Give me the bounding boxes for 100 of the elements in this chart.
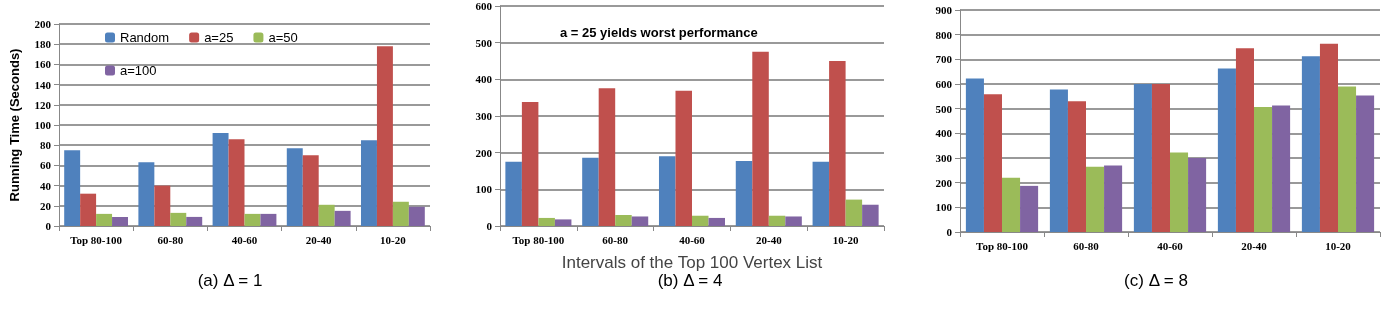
bar (260, 213, 277, 226)
y-tick-label: 20 (40, 199, 52, 212)
bar (1188, 158, 1207, 232)
bar (582, 157, 599, 226)
x-tick-label: 40-60 (231, 233, 258, 246)
y-tick-label: 400 (935, 127, 953, 140)
text: (b) Δ = 4 (657, 271, 723, 290)
text: (c) Δ = 8 (1124, 271, 1188, 290)
y-tick-label: 300 (935, 152, 953, 164)
y-tick-label: 200 (475, 146, 493, 159)
y-tick-label: 0 (45, 220, 52, 232)
annotation: a = 25 yields worst performance (560, 25, 758, 40)
bar (862, 204, 879, 226)
x-tick-label: 10-20 (832, 233, 859, 246)
y-tick-label: 140 (34, 78, 52, 91)
x-tick-label: 60-80 (157, 233, 184, 246)
y-tick-label: 900 (935, 4, 953, 16)
y-axis-title: Running Time (Seconds) (7, 48, 22, 202)
y-tick-label: 300 (475, 110, 493, 122)
bar (1301, 56, 1320, 232)
bar (1356, 95, 1375, 232)
x-tick-label: 20-40 (305, 233, 333, 246)
bar (1254, 106, 1273, 232)
bar (1049, 89, 1068, 232)
bar (983, 94, 1002, 232)
bar (692, 215, 709, 226)
legend-label: a=50 (268, 30, 298, 45)
bar (631, 216, 649, 226)
legend-label: a=25 (204, 30, 234, 45)
bar (1170, 152, 1189, 232)
bar (708, 217, 726, 226)
x-tick-label: Top 80-100 (512, 233, 565, 246)
bar (244, 213, 261, 226)
bar (1319, 43, 1338, 232)
y-tick-label: 200 (935, 176, 953, 189)
y-tick-label: 0 (946, 226, 953, 238)
y-tick-label: 80 (40, 139, 52, 152)
y-tick-label: 120 (34, 98, 52, 111)
bar (170, 212, 187, 226)
bar (1272, 105, 1291, 232)
x-tick-label: 40-60 (679, 233, 706, 246)
bar (392, 201, 409, 226)
bar (1133, 84, 1152, 232)
bar (1067, 101, 1086, 232)
bar (318, 204, 335, 226)
bar (521, 102, 539, 226)
x-tick-label: Top 80-100 (70, 233, 123, 246)
bar (212, 133, 229, 226)
bar (752, 51, 769, 226)
bar (598, 88, 616, 226)
y-tick-label: 180 (34, 38, 52, 51)
bar (615, 215, 632, 226)
y-tick-label: 600 (475, 0, 493, 12)
bar (1151, 84, 1170, 232)
bar (554, 219, 572, 226)
y-tick-label: 500 (475, 36, 493, 49)
x-tick-label: 10-20 (1325, 239, 1352, 252)
y-tick-label: 160 (34, 58, 52, 71)
x-tick-label: 60-80 (602, 233, 629, 246)
bar (360, 140, 377, 226)
bar (1235, 48, 1254, 232)
bar (376, 46, 393, 226)
bar (675, 90, 692, 226)
bar (138, 162, 155, 226)
x-tick-label: Top 80-100 (976, 239, 1029, 252)
bar (768, 215, 786, 226)
bar (812, 161, 830, 226)
x-tick-label: 10-20 (380, 233, 407, 246)
bar (80, 193, 97, 226)
bar (408, 206, 425, 226)
y-tick-label: 400 (475, 73, 493, 86)
bar (64, 150, 81, 226)
y-tick-label: 60 (40, 159, 52, 172)
y-tick-label: 100 (34, 119, 52, 131)
bar (286, 148, 303, 226)
bar (302, 155, 319, 226)
y-tick-label: 500 (935, 102, 953, 115)
bar (658, 156, 676, 226)
bar (1338, 86, 1357, 232)
bar (505, 161, 522, 226)
x-tick-label: 40-60 (1157, 239, 1184, 252)
x-tick-label: 60-80 (1073, 239, 1100, 252)
bar (845, 199, 863, 226)
bar (735, 161, 753, 226)
x-tick-label: 20-40 (1241, 239, 1268, 252)
bar (1104, 165, 1123, 232)
bar (965, 78, 984, 232)
bar (829, 61, 846, 226)
bar (186, 216, 203, 226)
y-tick-label: 700 (935, 53, 953, 66)
legend-label: a=100 (120, 63, 157, 78)
bar (1020, 185, 1039, 232)
bar (1217, 68, 1236, 232)
bar (334, 210, 351, 226)
y-tick-label: 100 (935, 201, 953, 214)
text: (a) Δ = 1 (197, 271, 263, 290)
y-tick-label: 200 (34, 18, 52, 30)
y-tick-label: 0 (486, 220, 493, 232)
bar (154, 185, 171, 226)
bar (228, 139, 245, 226)
